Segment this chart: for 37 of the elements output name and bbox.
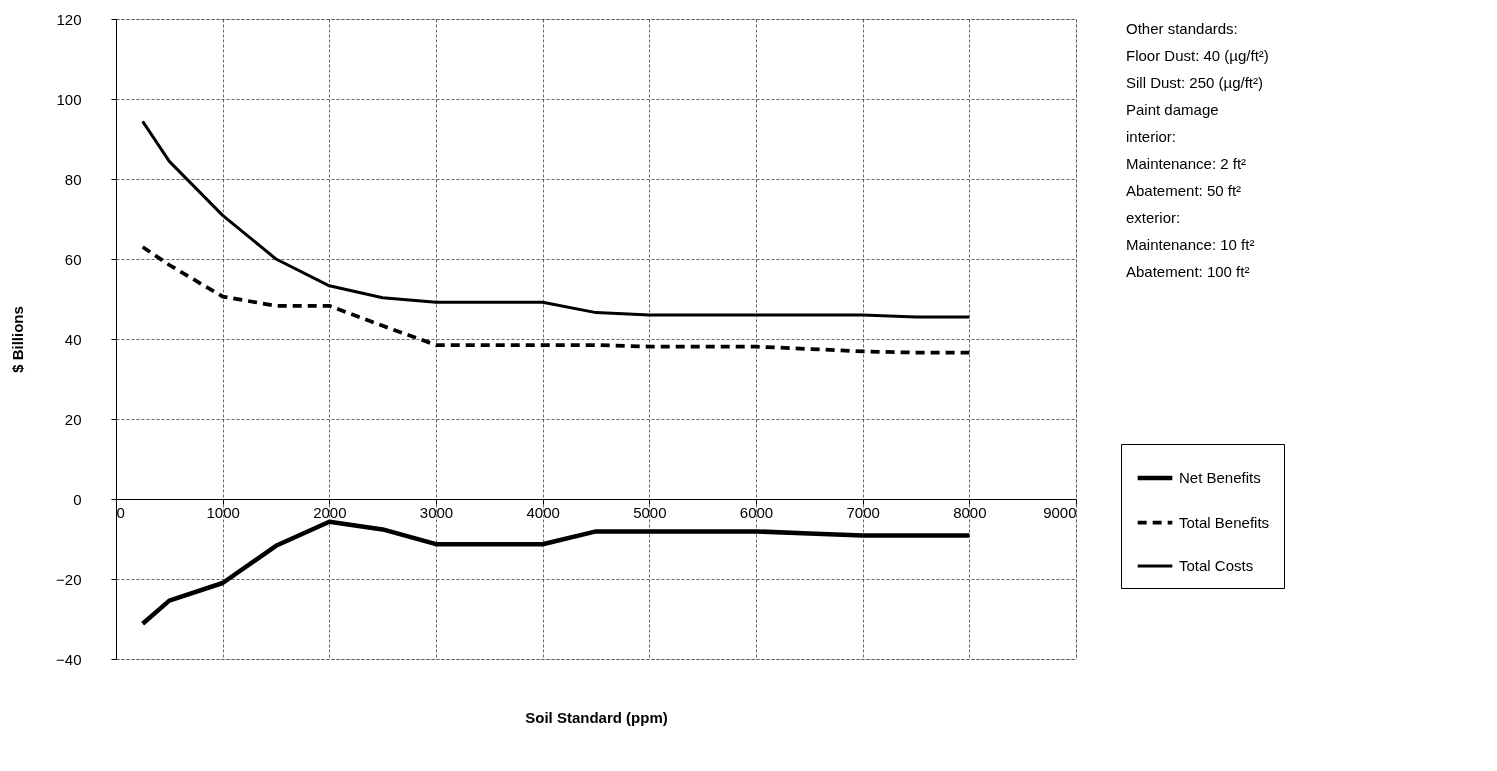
text: Maintenance: 2 ft²	[1126, 155, 1247, 172]
y-tick-label: 20	[64, 410, 82, 428]
text: Abatement: 50 ft²	[1126, 182, 1242, 199]
y-tick-label: 60	[64, 250, 82, 268]
text: Other standards:	[1126, 20, 1238, 37]
line-series	[140, 519, 972, 627]
text: Maintenance: 10 ft²	[1126, 236, 1255, 253]
x-tick-label: 4000	[526, 503, 560, 521]
y-axis-title: $ Billions	[9, 306, 27, 373]
x-tick-label: 7000	[846, 503, 880, 521]
text: Sill Dust: 250 (µg/ft²)	[1126, 74, 1264, 91]
y-tick-label: 0	[73, 490, 82, 508]
line-series	[140, 245, 972, 355]
legend-label: Total Benefits	[1179, 513, 1270, 531]
x-tick-label: 8000	[953, 503, 987, 521]
x-tick-label: 3000	[419, 503, 454, 521]
y-tick-label: 120	[56, 10, 82, 28]
legend-label: Total Costs	[1179, 557, 1254, 574]
x-tick-label: 6000	[739, 503, 774, 521]
text: Paint damage	[1126, 101, 1219, 118]
text: Floor Dust: 40 (µg/ft²)	[1126, 47, 1269, 64]
text: exterior:	[1126, 209, 1181, 226]
text: Abatement: 100 ft²	[1126, 263, 1250, 280]
x-tick-label: 0	[116, 503, 125, 521]
text: interior:	[1126, 128, 1177, 145]
y-tick-label: −20	[56, 570, 82, 588]
y-tick-label: 100	[56, 90, 82, 108]
x-axis-title: Soil Standard (ppm)	[525, 708, 668, 726]
x-tick-label: 5000	[633, 503, 667, 521]
x-tick-label: 2000	[313, 503, 347, 521]
y-tick-label: 40	[64, 330, 82, 348]
x-tick-label: 9000	[1043, 503, 1077, 521]
legend-label: Net Benefits	[1179, 469, 1261, 486]
y-tick-label: −40	[56, 650, 82, 668]
y-tick-label: 80	[64, 170, 82, 188]
x-tick-label: 1000	[206, 503, 240, 521]
line-series	[141, 119, 971, 319]
